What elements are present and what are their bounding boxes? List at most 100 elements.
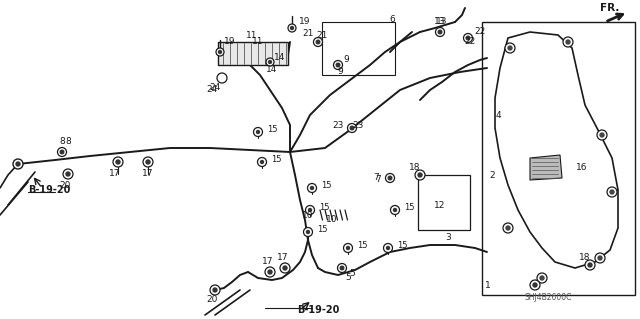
Circle shape bbox=[268, 270, 272, 274]
Circle shape bbox=[337, 263, 346, 272]
Circle shape bbox=[63, 169, 73, 179]
Text: 23: 23 bbox=[352, 121, 364, 130]
Text: 7: 7 bbox=[375, 175, 381, 184]
Circle shape bbox=[218, 50, 221, 54]
Text: 21: 21 bbox=[316, 31, 328, 40]
Circle shape bbox=[597, 130, 607, 140]
Circle shape bbox=[257, 130, 259, 133]
Text: 15: 15 bbox=[321, 182, 332, 190]
Bar bbox=[322, 22, 395, 75]
Text: 22: 22 bbox=[474, 27, 486, 36]
Text: FR.: FR. bbox=[600, 3, 620, 13]
Circle shape bbox=[216, 48, 224, 56]
Text: 1: 1 bbox=[485, 280, 491, 290]
Text: 7: 7 bbox=[373, 174, 379, 182]
Circle shape bbox=[466, 36, 470, 40]
Text: SHJ4B2600C: SHJ4B2600C bbox=[524, 293, 572, 302]
Text: 17: 17 bbox=[109, 169, 121, 179]
Text: 15: 15 bbox=[356, 241, 367, 250]
Text: 14: 14 bbox=[275, 54, 285, 63]
Text: 16: 16 bbox=[576, 164, 588, 173]
Circle shape bbox=[607, 187, 617, 197]
Circle shape bbox=[418, 173, 422, 177]
Circle shape bbox=[340, 266, 344, 270]
Circle shape bbox=[13, 159, 23, 169]
Circle shape bbox=[143, 157, 153, 167]
Text: 8: 8 bbox=[65, 137, 71, 146]
Circle shape bbox=[533, 283, 537, 287]
Text: 9: 9 bbox=[343, 55, 349, 63]
Text: 4: 4 bbox=[495, 110, 501, 120]
Text: 21: 21 bbox=[302, 29, 314, 39]
Text: 13: 13 bbox=[436, 18, 448, 26]
Text: 18: 18 bbox=[409, 164, 420, 173]
Text: 24: 24 bbox=[206, 85, 218, 94]
Text: 5: 5 bbox=[345, 273, 351, 283]
Text: 24: 24 bbox=[209, 84, 221, 93]
Text: 15: 15 bbox=[404, 204, 414, 212]
Circle shape bbox=[595, 253, 605, 263]
Circle shape bbox=[266, 58, 274, 66]
Circle shape bbox=[537, 273, 547, 283]
Text: 10: 10 bbox=[326, 216, 338, 225]
Circle shape bbox=[260, 160, 264, 164]
Circle shape bbox=[66, 172, 70, 176]
Circle shape bbox=[566, 40, 570, 44]
Circle shape bbox=[308, 209, 312, 211]
Circle shape bbox=[346, 247, 349, 249]
Circle shape bbox=[257, 158, 266, 167]
Circle shape bbox=[394, 209, 397, 211]
Text: 23: 23 bbox=[332, 122, 344, 130]
Text: 15: 15 bbox=[317, 226, 327, 234]
Text: 20: 20 bbox=[206, 295, 218, 305]
Circle shape bbox=[253, 128, 262, 137]
Circle shape bbox=[303, 227, 312, 236]
Circle shape bbox=[388, 176, 392, 180]
Text: 11: 11 bbox=[246, 31, 258, 40]
Circle shape bbox=[385, 174, 394, 182]
Text: 17: 17 bbox=[262, 257, 274, 266]
Text: 19: 19 bbox=[300, 18, 311, 26]
Circle shape bbox=[58, 147, 67, 157]
Text: 5: 5 bbox=[349, 269, 355, 278]
Circle shape bbox=[146, 160, 150, 164]
Circle shape bbox=[291, 26, 294, 29]
Circle shape bbox=[217, 73, 227, 83]
Text: 17: 17 bbox=[142, 169, 154, 179]
Circle shape bbox=[598, 256, 602, 260]
Text: 9: 9 bbox=[337, 68, 343, 77]
Circle shape bbox=[506, 226, 510, 230]
Circle shape bbox=[116, 160, 120, 164]
Text: 22: 22 bbox=[465, 38, 476, 47]
Circle shape bbox=[344, 243, 353, 253]
Circle shape bbox=[415, 170, 425, 180]
Text: B-19-20: B-19-20 bbox=[297, 305, 339, 315]
Circle shape bbox=[288, 24, 296, 32]
Circle shape bbox=[588, 263, 592, 267]
Polygon shape bbox=[530, 155, 562, 180]
Text: 15: 15 bbox=[267, 125, 277, 135]
Bar bbox=[418, 175, 470, 230]
Text: 15: 15 bbox=[397, 241, 407, 250]
Circle shape bbox=[503, 223, 513, 233]
Circle shape bbox=[316, 40, 320, 44]
Circle shape bbox=[283, 266, 287, 270]
Circle shape bbox=[438, 30, 442, 34]
Circle shape bbox=[336, 63, 340, 67]
Text: 3: 3 bbox=[445, 234, 451, 242]
Text: 12: 12 bbox=[435, 201, 445, 210]
Circle shape bbox=[307, 183, 317, 192]
Circle shape bbox=[16, 162, 20, 166]
Circle shape bbox=[390, 205, 399, 214]
Circle shape bbox=[383, 243, 392, 253]
Circle shape bbox=[600, 133, 604, 137]
Circle shape bbox=[563, 37, 573, 47]
Bar bbox=[218, 42, 288, 65]
Text: 17: 17 bbox=[277, 254, 289, 263]
Circle shape bbox=[60, 150, 64, 154]
Circle shape bbox=[505, 43, 515, 53]
Circle shape bbox=[314, 38, 323, 47]
Text: 8: 8 bbox=[59, 137, 65, 146]
Circle shape bbox=[463, 33, 472, 42]
Bar bbox=[482, 22, 635, 295]
